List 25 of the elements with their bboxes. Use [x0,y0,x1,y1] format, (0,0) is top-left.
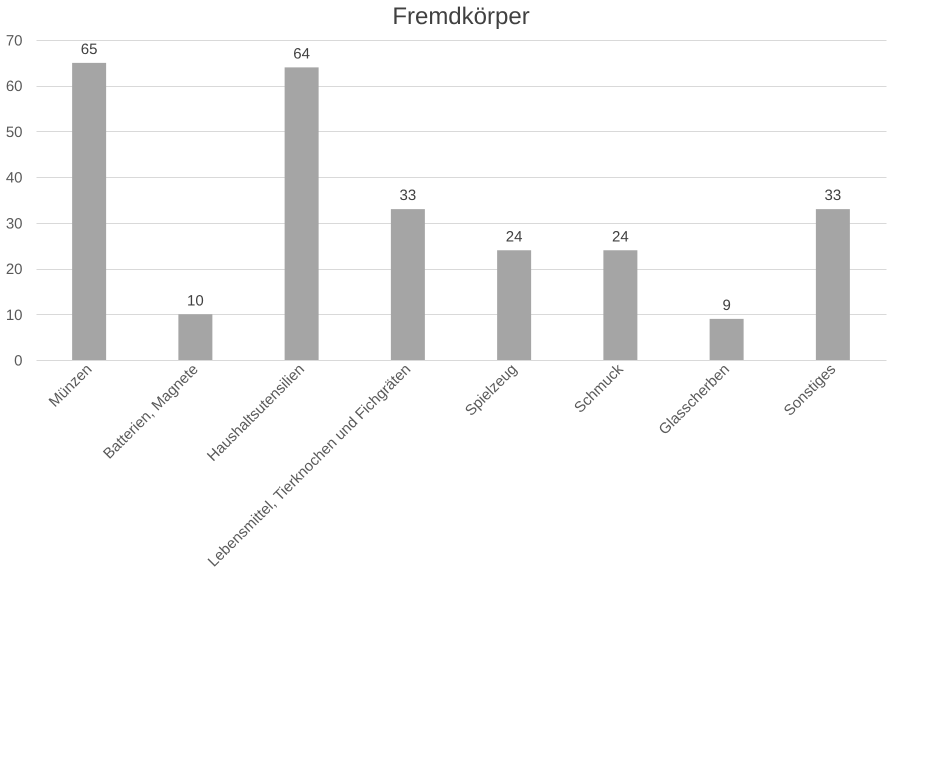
data-label: 24 [612,228,629,246]
y-tick-label: 60 [6,78,22,96]
bar [284,67,319,360]
y-tick-label: 0 [14,352,22,370]
data-label: 10 [187,292,204,310]
bar [178,314,212,360]
bar [816,209,850,360]
bar [497,250,532,360]
y-tick-label: 30 [6,215,22,232]
data-label: 24 [506,228,522,246]
data-label: 64 [293,45,310,62]
y-tick-label: 10 [6,306,22,324]
y-tick-label: 50 [6,124,22,141]
bar [72,62,106,360]
data-label: 33 [400,187,416,204]
data-label: 9 [722,296,731,314]
y-tick-label: 70 [6,32,22,50]
data-label: 33 [824,187,842,204]
bar [390,209,425,360]
bar [603,250,638,360]
y-tick-label: 40 [6,170,22,187]
data-label: 65 [80,40,98,58]
y-tick-label: 20 [6,261,22,278]
chart-title: Fremdkörper [392,3,530,30]
bar [710,318,744,360]
